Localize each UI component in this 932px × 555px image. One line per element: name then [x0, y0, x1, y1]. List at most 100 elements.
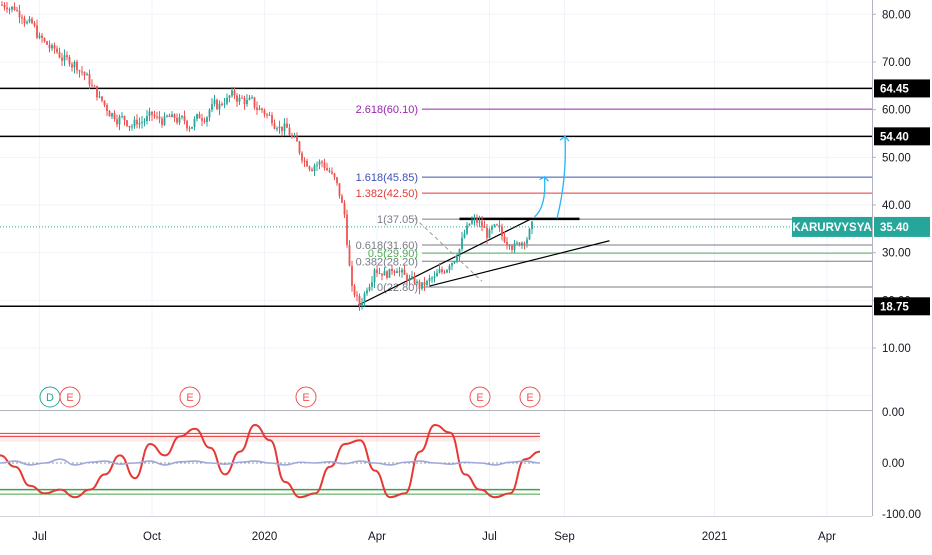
candle-body — [301, 152, 303, 161]
candle-body — [193, 119, 196, 127]
candle-body — [196, 114, 198, 120]
candle-body — [281, 126, 283, 132]
candle-body — [443, 272, 446, 274]
candle-body — [68, 56, 71, 65]
candle-body — [111, 113, 113, 117]
candle-body — [391, 268, 393, 272]
candle-body — [228, 95, 231, 98]
candle-body — [361, 302, 363, 307]
candle-body — [98, 96, 101, 98]
level-tag-label: 64.45 — [880, 83, 909, 95]
candle-body — [271, 115, 273, 124]
candle-body — [256, 107, 258, 110]
candle-body — [318, 161, 321, 165]
level-tag — [874, 79, 930, 98]
candle-body — [206, 117, 208, 122]
candle-body — [378, 273, 381, 275]
candle-body — [523, 242, 526, 244]
candle-body — [278, 126, 281, 129]
fib-level-label: 0.5(29.90) — [368, 248, 418, 260]
candle-body — [403, 269, 406, 275]
candle-body — [393, 271, 396, 274]
candle-body — [516, 242, 518, 244]
candle-body — [258, 108, 261, 110]
candle-body — [296, 136, 298, 142]
candle-body — [276, 128, 278, 130]
candle-body — [313, 165, 316, 172]
candle-body — [306, 160, 308, 167]
candle-body — [83, 71, 86, 76]
level-tag — [874, 297, 930, 316]
candle-body — [411, 276, 413, 279]
candle-body — [108, 110, 111, 117]
candle-body — [376, 269, 378, 274]
candle-body — [208, 109, 211, 118]
candle-body — [118, 116, 121, 125]
candle-body — [286, 123, 288, 128]
candle-body — [16, 9, 18, 11]
candle-body — [368, 286, 371, 291]
candle-body — [491, 226, 493, 230]
candle-body — [298, 141, 301, 153]
event-marker[interactable] — [519, 386, 541, 408]
candle-body — [283, 123, 286, 132]
candle-body — [216, 99, 218, 110]
event-marker-label: E — [66, 392, 73, 404]
candle-body — [198, 114, 201, 119]
event-marker[interactable] — [59, 386, 81, 408]
candle-body — [176, 117, 178, 123]
candle-body — [168, 115, 171, 118]
event-marker[interactable] — [295, 386, 317, 408]
candle-body — [456, 256, 458, 262]
candle-body — [88, 74, 91, 85]
candle-body — [136, 119, 138, 125]
candle-body — [521, 242, 523, 246]
price-tag — [874, 216, 930, 237]
candle-body — [421, 282, 423, 289]
candle-body — [333, 173, 336, 178]
candle-body — [151, 111, 153, 115]
candle-body — [483, 226, 486, 228]
candle-body — [396, 271, 398, 274]
candle-body — [1, 4, 3, 6]
candle-body — [348, 245, 351, 266]
candle-body — [178, 117, 181, 123]
projection-arrow — [534, 176, 546, 218]
candle-body — [531, 221, 533, 229]
event-marker[interactable] — [179, 386, 201, 408]
candle-body — [508, 245, 511, 247]
candle-body — [96, 85, 98, 98]
candle-body — [166, 115, 168, 117]
candle-body — [328, 170, 331, 172]
candle-body — [426, 280, 428, 285]
candle-body — [511, 245, 513, 250]
candle-body — [441, 269, 443, 273]
candle-body — [433, 276, 436, 278]
candle-body — [316, 164, 318, 166]
candle-body — [148, 111, 151, 116]
candle-body — [363, 293, 366, 303]
candle-body — [383, 271, 386, 276]
candle-body — [303, 160, 306, 162]
candle-body — [338, 183, 341, 196]
candle-body — [56, 48, 58, 53]
event-marker[interactable] — [469, 386, 491, 408]
osc-y-tick-label: 0.00 — [882, 407, 904, 419]
candle-body — [191, 126, 193, 129]
candle-body — [6, 7, 8, 10]
candle-body — [341, 195, 343, 203]
candle-body — [326, 168, 328, 171]
candle-body — [21, 17, 23, 19]
fib-level-label: 1(37.05) — [377, 214, 418, 226]
candle-body — [466, 225, 468, 234]
candle-body — [463, 233, 466, 238]
candle-body — [28, 18, 31, 22]
candle-body — [528, 228, 531, 240]
candle-body — [353, 285, 356, 296]
candle-body — [26, 21, 28, 24]
event-marker-label: E — [526, 392, 533, 404]
event-marker-label: E — [302, 392, 309, 404]
candle-body — [153, 114, 156, 117]
